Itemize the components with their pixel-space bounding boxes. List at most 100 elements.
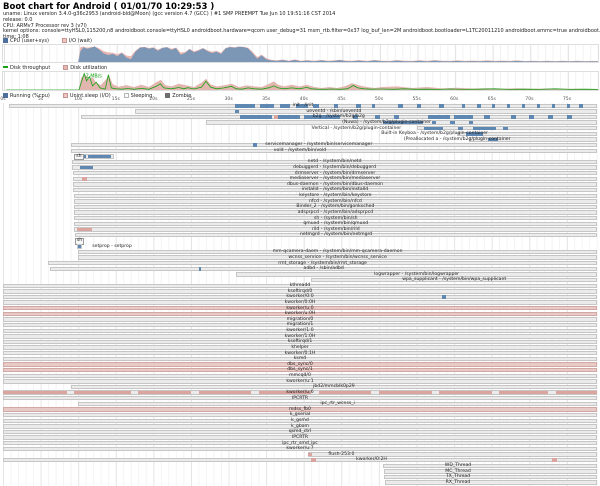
process-label: (Preallocated a - /system/b2g/plugin-con… [403,136,511,142]
axis-tick-label: 70s [525,97,534,102]
process-label: netmgrd - /system/bin/netmgrd [299,232,373,238]
process-gantt: init - /init ueventd - /sbin/ueventd b2g -… [0,103,600,486]
process-row: Built-in Keyboa - /system/b2g/plugin-con… [0,131,600,137]
process-row: installd - /system/bin/installd [0,187,600,193]
axis-tick-label: 10s [74,97,83,102]
io-wait-segment [379,390,432,395]
io-wait-segment [308,452,313,457]
legend-item: Sleeping [123,93,153,99]
process-label: k_gserial [289,412,311,418]
process-bar [3,418,598,423]
process-label: nfcd - /system/bin/nfcd [308,198,362,204]
legend-item: Disk throughput [3,65,50,71]
process-label: dbs_sync/0 [287,361,313,367]
cpu-activity-segment [82,154,87,159]
process-row: ksoftirqd/1 [0,339,600,345]
process-label: init - /init [292,103,314,108]
cpu-activity-segment [454,115,473,119]
axis-tick-label: 20s [149,97,158,102]
process-row: kworker/0:0 [0,294,600,300]
process-bar [73,204,598,210]
process-row: kworker/1:0 [0,328,600,334]
cpu-activity-segment [333,104,339,108]
process-label: b2g - /system/b2g/b2g [312,114,365,120]
process-bar [78,401,598,407]
axis-tick-label: 0s [0,97,6,102]
process-bar [385,480,598,485]
process-label: ipc_rtr_wcnss_i [320,401,355,407]
process-row: rild - /system/bin/rild [0,227,600,233]
process-label: ipc_rtr_smd_ipc [282,440,318,446]
process-label: mdss_fb0 [289,406,311,412]
process-label: kworker/u:1 [286,378,314,384]
cpu-activity-segment [567,104,570,108]
cpu-activity-segment [503,126,508,131]
process-row: kthreadd [0,283,600,289]
process-bar [3,289,598,294]
cpu-activity-segment [521,104,525,108]
io-wait-segment [138,390,191,395]
process-bar [71,142,597,148]
cpu-activity-segment [260,104,274,108]
process-row: khelper [0,345,600,351]
process-row: adsprpcd - /system/bin/adsprpcd [0,210,600,216]
process-row: TX_Thread [0,474,600,480]
process-row: wcnss_service - /system/bin/wcnss_servic… [0,255,600,261]
process-bar [74,227,597,232]
process-label: mm-qcamera-daem - /system/bin/mm-qcamera… [272,249,403,255]
legend-label: CPU (user+sys) [10,38,49,44]
process-bar [73,210,598,215]
process-row: (Nuwa) - /system/b2g/plugin-container [0,120,600,126]
axis-tick-label: 65s [487,97,496,102]
process-label: TX_Thread [445,474,471,480]
process-row: adbd - /sbin/adbd [0,266,600,272]
process-bar [3,412,598,418]
disk-legend: Disk throughput Disk utilization [3,65,120,71]
process-row: ipc_rtr_smd_ipc [0,441,600,447]
cpu-activity-segment [371,104,375,108]
cpu-activity-segment [567,115,572,119]
cpu-activity-segment [397,104,404,108]
process-row: kworker/u:0H [0,311,600,317]
cpu-activity-segment [473,126,496,131]
disk-chart: 2 MB/s [2,71,599,91]
axis-tick-label: 15s [111,97,120,102]
process-row: dbs_sync/0 [0,362,600,368]
process-label: khelper [291,344,309,350]
process-label: MC_Thread [445,468,471,474]
process-bar [48,261,598,266]
process-row: migration/1 [0,322,600,328]
process-bar [3,345,598,350]
axis-tick-label: 25s [186,97,196,102]
legend-item: CPU (user+sys) [3,38,49,44]
legend-swatch [3,66,8,68]
cpu-activity-segment [279,104,291,108]
process-row: rmt_storage - /system/bin/rmt_storage [0,261,600,267]
process-label: k_gsmd [291,418,309,423]
process-row: mmcqd/0 [0,373,600,379]
cpu-activity-segment [458,126,464,131]
process-row: qmuxd - /system/bin/qmuxd [0,221,600,227]
axis-tick-label: 50s [374,97,384,102]
process-bar [73,193,598,198]
process-row: keystore - /system/bin/keystore [0,193,600,199]
process-label: rild - /system/bin/rild [311,226,360,232]
process-label: mmcqd/0 [289,373,311,378]
cpu-activity-segment [198,267,201,271]
process-bar [384,474,598,480]
process-row: MC_Thread [0,469,600,475]
cpu-activity-segment [488,137,498,142]
page-title: Boot chart for Android ( 01/01/70 10:29:… [3,2,215,12]
legend-label: Sleeping [130,93,153,99]
axis-tick-label: 60s [450,97,459,102]
process-label: kthreadd [289,283,311,288]
process-label: installd - /system/bin/installd [301,187,369,193]
legend-label: Disk utilization [70,65,108,71]
process-bar [3,435,598,440]
cpu-activity-segment [312,104,319,108]
process-bar [3,356,598,362]
process-row: kworker/u:1 [0,379,600,385]
process-bar [3,334,598,339]
process-row: netmgrd - /system/bin/netmgrd [0,232,600,238]
process-row: mediaserver - /system/bin/mediaserver [0,176,600,182]
